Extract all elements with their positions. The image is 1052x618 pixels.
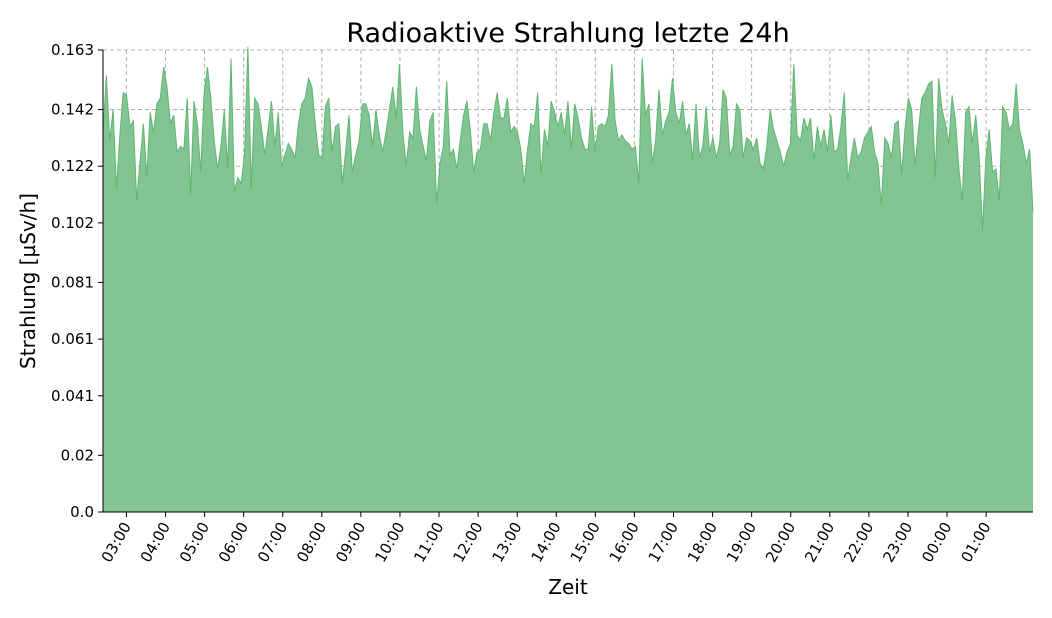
x-tick-label: 11:00	[410, 519, 447, 565]
x-tick-label: 05:00	[176, 519, 213, 565]
x-tick-label: 01:00	[957, 519, 994, 565]
x-tick-label: 07:00	[254, 519, 291, 565]
radiation-area	[103, 47, 1033, 513]
x-tick-label: 04:00	[137, 519, 174, 565]
x-tick-label: 03:00	[98, 519, 135, 565]
x-tick-label: 18:00	[684, 519, 721, 565]
x-tick-label: 00:00	[918, 519, 955, 565]
y-tick-label: 0.02	[61, 446, 94, 464]
x-tick-label: 17:00	[645, 519, 682, 565]
chart-title: Radioaktive Strahlung letzte 24h	[346, 18, 789, 49]
x-tick-label: 23:00	[879, 519, 916, 565]
x-tick-label: 13:00	[488, 519, 525, 565]
x-tick-label: 09:00	[332, 519, 369, 565]
x-tick-label: 06:00	[215, 519, 252, 565]
y-tick-label: 0.163	[51, 41, 94, 59]
x-tick-label: 12:00	[449, 519, 486, 565]
y-tick-label: 0.061	[51, 330, 94, 348]
x-tick-label: 15:00	[567, 519, 604, 565]
radiation-line	[102, 47, 1034, 232]
y-axis-ticks: 0.0 0.02 0.041 0.061 0.081 0.102 0.122 0.142 0.1…	[51, 41, 103, 521]
x-tick-label: 14:00	[528, 519, 565, 565]
x-tick-label: 08:00	[293, 519, 330, 565]
y-tick-label: 0.102	[51, 214, 94, 232]
y-tick-label: 0.142	[51, 101, 94, 119]
x-tick-label: 20:00	[762, 519, 799, 565]
y-axis-label: Strahlung [µSv/h]	[16, 193, 40, 369]
x-tick-label: 21:00	[801, 519, 838, 565]
x-tick-label: 10:00	[371, 519, 408, 565]
x-tick-label: 22:00	[840, 519, 877, 565]
x-tick-label: 19:00	[723, 519, 760, 565]
y-tick-label: 0.081	[51, 273, 94, 291]
y-tick-label: 0.041	[51, 387, 94, 405]
y-tick-label: 0.0	[70, 503, 94, 521]
axes	[102, 50, 1033, 513]
x-axis-ticks: 03:00 04:00 05:00 06:00 07:00 08:00 09:00 10:00…	[98, 512, 995, 565]
x-tick-label: 16:00	[606, 519, 643, 565]
y-tick-label: 0.122	[51, 157, 94, 175]
x-axis-label: Zeit	[548, 575, 588, 599]
